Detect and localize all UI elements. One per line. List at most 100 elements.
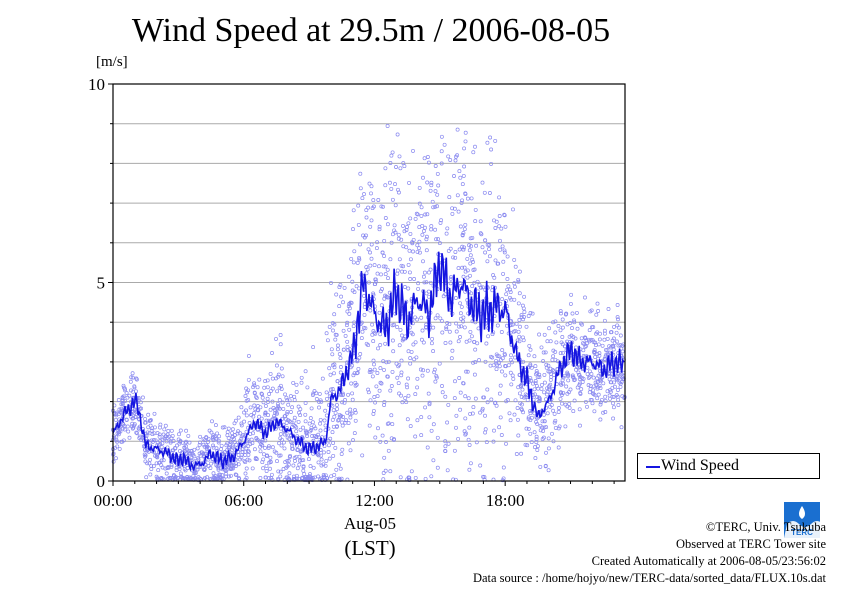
scatter-point: [340, 423, 345, 428]
scatter-point: [290, 425, 295, 430]
scatter-point: [494, 352, 499, 357]
scatter-point: [206, 439, 211, 444]
scatter-point: [480, 408, 485, 413]
scatter-point: [472, 267, 477, 272]
scatter-point: [427, 400, 432, 405]
scatter-point: [517, 291, 522, 296]
scatter-point: [204, 445, 209, 450]
scatter-point: [203, 451, 208, 456]
scatter-point: [558, 328, 563, 333]
scatter-point: [581, 376, 586, 381]
scatter-point: [538, 464, 543, 469]
scatter-point: [502, 212, 507, 217]
scatter-point: [543, 350, 548, 355]
scatter-point: [533, 379, 538, 383]
scatter-point: [440, 330, 445, 335]
scatter-point: [288, 420, 293, 425]
scatter-point: [369, 242, 374, 247]
scatter-point: [453, 250, 458, 254]
scatter-point: [468, 253, 473, 258]
scatter-point: [254, 435, 259, 440]
scatter-point: [444, 325, 449, 330]
scatter-point: [581, 348, 586, 353]
scatter-point: [544, 425, 549, 430]
scatter-point: [168, 440, 173, 445]
scatter-point: [246, 388, 251, 393]
scatter-point: [362, 293, 366, 298]
scatter-point: [501, 476, 506, 481]
scatter-point: [405, 417, 410, 422]
scatter-point: [427, 270, 431, 275]
scatter-point: [547, 326, 552, 331]
scatter-point: [278, 474, 283, 479]
scatter-point: [487, 243, 492, 247]
scatter-point: [408, 356, 413, 361]
footer-site: Observed at TERC Tower site: [675, 537, 826, 551]
scatter-point: [412, 277, 417, 281]
scatter-point: [348, 407, 353, 412]
scatter-point: [574, 310, 579, 315]
scatter-point: [149, 467, 154, 471]
scatter-point: [147, 461, 152, 466]
scatter-point: [407, 270, 412, 275]
scatter-point: [351, 373, 356, 378]
scatter-point: [350, 363, 354, 368]
scatter-point: [113, 417, 118, 422]
scatter-point: [182, 446, 187, 450]
scatter-point: [374, 384, 379, 389]
scatter-point: [389, 186, 394, 191]
scatter-point: [274, 363, 279, 368]
scatter-point: [127, 435, 132, 440]
scatter-point: [288, 410, 293, 414]
scatter-point: [342, 400, 347, 405]
scatter-point: [226, 426, 231, 431]
scatter-point: [125, 424, 130, 429]
scatter-point: [361, 325, 366, 330]
scatter-point: [344, 418, 348, 423]
scatter-point: [603, 347, 608, 352]
scatter-point: [362, 235, 367, 240]
scatter-point: [309, 406, 314, 411]
scatter-point: [287, 455, 292, 460]
scatter-point: [493, 258, 498, 263]
scatter-point: [388, 388, 393, 393]
scatter-point: [488, 354, 493, 359]
scatter-point: [497, 224, 502, 229]
scatter-point: [450, 348, 455, 353]
scatter-point: [352, 431, 357, 436]
scatter-point: [347, 301, 352, 306]
scatter-point: [222, 425, 227, 430]
scatter-point: [435, 435, 440, 440]
scatter-point: [485, 259, 490, 264]
scatter-point: [318, 421, 323, 426]
scatter-point: [386, 448, 391, 453]
scatter-point: [558, 309, 563, 314]
scatter-point: [435, 204, 439, 209]
scatter-point: [332, 371, 336, 376]
scatter-point: [227, 463, 232, 468]
scatter-point: [412, 357, 417, 362]
scatter-point: [528, 311, 533, 315]
scatter-point: [406, 393, 411, 398]
scatter-point: [461, 247, 466, 252]
scatter-point: [401, 264, 406, 269]
scatter-point: [267, 460, 272, 465]
scatter-point: [368, 250, 372, 255]
scatter-point: [232, 421, 237, 426]
scatter-point: [169, 428, 174, 433]
scatter-point: [266, 444, 271, 449]
scatter-point: [369, 191, 373, 196]
scatter-point: [431, 349, 436, 354]
scatter-point: [472, 339, 476, 344]
scatter-point: [392, 322, 396, 327]
scatter-point: [337, 352, 342, 357]
scatter-point: [277, 398, 282, 402]
scatter-point: [319, 463, 324, 468]
scatter-point: [467, 425, 472, 430]
scatter-point: [187, 440, 192, 445]
scatter-point: [475, 279, 480, 284]
scatter-point: [440, 390, 445, 395]
scatter-point: [388, 257, 393, 262]
scatter-point: [588, 387, 593, 391]
scatter-point: [467, 467, 472, 472]
